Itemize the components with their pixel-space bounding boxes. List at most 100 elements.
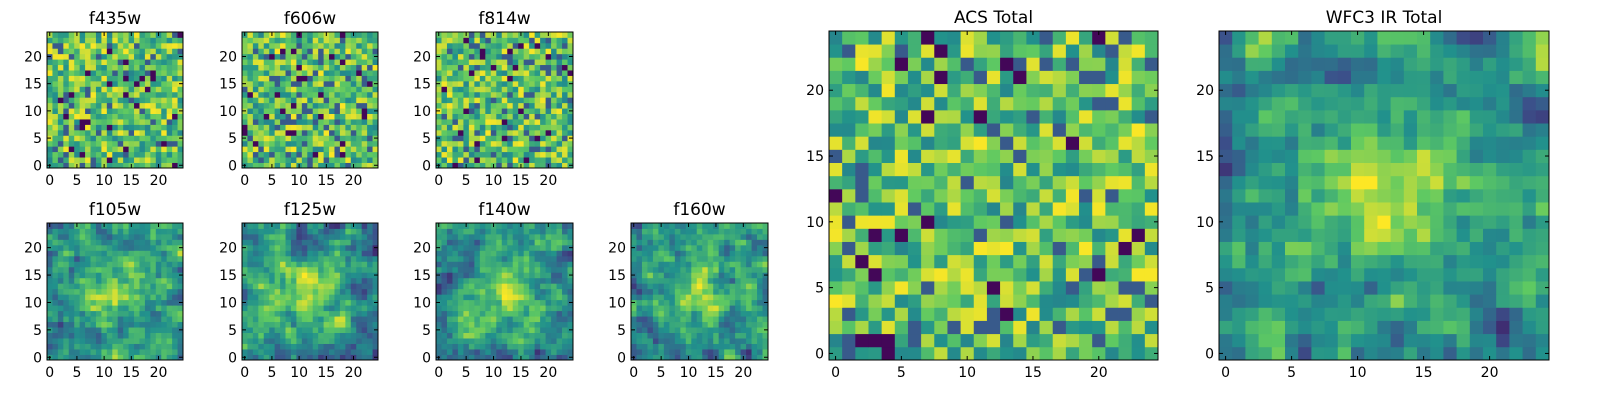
heatmap-cell [112, 333, 118, 339]
heatmap-cell [253, 272, 259, 278]
heatmap-cell [161, 289, 167, 295]
heatmap-cell [631, 228, 637, 234]
heatmap-cell [524, 333, 530, 339]
heatmap-cell [242, 146, 248, 152]
heatmap-cell [129, 256, 135, 262]
heatmap-cell [134, 283, 140, 289]
heatmap-cell [356, 333, 362, 339]
heatmap-cell [441, 92, 447, 98]
heatmap-cell [47, 250, 53, 256]
heatmap-cell [85, 32, 91, 38]
panel-title: f160w [673, 200, 725, 220]
heatmap-cell [469, 97, 475, 103]
heatmap-cell [69, 119, 75, 125]
heatmap-cell [324, 311, 330, 317]
heatmap-cell [719, 283, 725, 289]
heatmap-cell [524, 146, 530, 152]
heatmap-cell [496, 108, 502, 114]
heatmap-cell [258, 338, 264, 344]
heatmap-cell [307, 43, 313, 49]
heatmap-cell [1145, 334, 1159, 348]
heatmap-cell [80, 228, 86, 234]
heatmap-cell [987, 202, 1001, 216]
heatmap-cell [842, 268, 856, 282]
heatmap-cell [145, 54, 151, 60]
heatmap-cell [480, 81, 486, 87]
heatmap-cell [167, 294, 173, 300]
heatmap-cell [280, 245, 286, 251]
heatmap-cell [269, 267, 275, 273]
heatmap-cell [496, 322, 502, 328]
heatmap-cell [313, 76, 319, 82]
heatmap-cell [52, 223, 58, 229]
heatmap-cell [345, 114, 351, 120]
x-tick-label: 20 [150, 173, 168, 189]
heatmap-cell [324, 267, 330, 273]
heatmap-cell [362, 114, 368, 120]
heatmap-cell [1105, 334, 1119, 348]
heatmap-cell [535, 152, 541, 158]
heatmap-cell [1145, 307, 1159, 321]
heatmap-cell [242, 76, 248, 82]
heatmap-cell [507, 65, 513, 71]
heatmap-cell [452, 86, 458, 92]
heatmap-cell [546, 65, 552, 71]
heatmap-cell [307, 124, 313, 130]
heatmap-cell [708, 256, 714, 262]
heatmap-cell [719, 228, 725, 234]
heatmap-cell [441, 76, 447, 82]
heatmap-cell [161, 327, 167, 333]
heatmap-cell [118, 261, 124, 267]
heatmap-cell [1066, 268, 1080, 282]
heatmap-cell [436, 92, 442, 98]
heatmap-cell [535, 108, 541, 114]
heatmap-cell [47, 146, 53, 152]
y-tick-label: 0 [422, 350, 431, 366]
heatmap-cell [1026, 321, 1040, 335]
heatmap-cell [469, 124, 475, 130]
x-tick-label: 20 [345, 365, 363, 381]
heatmap-cell [313, 48, 319, 54]
heatmap-cell [91, 300, 97, 306]
heatmap-cell [296, 289, 302, 295]
heatmap-cell [829, 176, 843, 190]
heatmap-cell [557, 316, 563, 322]
heatmap-cell [367, 234, 373, 240]
heatmap-cell [647, 228, 653, 234]
heatmap-cell [118, 245, 124, 251]
heatmap-cell [167, 300, 173, 306]
heatmap-cell [474, 267, 480, 273]
heatmap-cell [447, 234, 453, 240]
heatmap-cell [458, 70, 464, 76]
heatmap-cell [318, 81, 324, 87]
heatmap-cell [172, 152, 178, 158]
heatmap-cell [345, 256, 351, 262]
heatmap-cell [74, 349, 80, 355]
heatmap-cell [480, 300, 486, 306]
x-tick-label: 5 [267, 173, 276, 189]
heatmap-cell [1105, 294, 1119, 308]
heatmap-cell [340, 43, 346, 49]
heatmap-cell [485, 234, 491, 240]
heatmap-cell [974, 215, 988, 229]
heatmap-cell [974, 163, 988, 177]
heatmap-cell [735, 256, 741, 262]
heatmap-cell [58, 316, 64, 322]
heatmap-cell [653, 272, 659, 278]
heatmap-cell [280, 43, 286, 49]
heatmap-cell [752, 289, 758, 295]
heatmap-cell [680, 245, 686, 251]
heatmap-cell [334, 294, 340, 300]
heatmap-cell [469, 267, 475, 273]
heatmap-cell [286, 146, 292, 152]
heatmap-cell [351, 272, 357, 278]
heatmap-cell [351, 119, 357, 125]
heatmap-cell [524, 48, 530, 54]
heatmap-cell [842, 189, 856, 203]
heatmap-cell [286, 59, 292, 65]
heatmap-cell [708, 272, 714, 278]
heatmap-cell [1079, 321, 1093, 335]
heatmap-cell [691, 344, 697, 350]
heatmap-cell [1053, 294, 1067, 308]
heatmap-cell [1013, 281, 1027, 295]
